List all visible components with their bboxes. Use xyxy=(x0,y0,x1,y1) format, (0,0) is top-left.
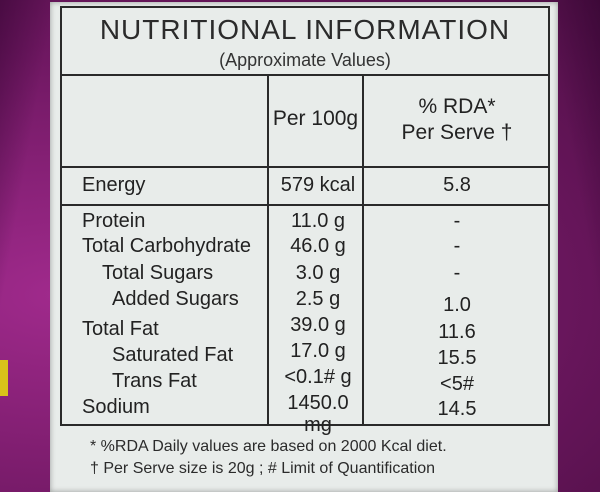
row-label-carbohydrate: Total Carbohydrate xyxy=(82,235,251,257)
row-rda-added-sugars: 1.0 xyxy=(443,294,471,316)
row-label-saturated-fat: Saturated Fat xyxy=(112,344,234,366)
package-stripe xyxy=(0,360,8,396)
row-label-energy: Energy xyxy=(82,174,146,196)
row-divider xyxy=(62,166,548,168)
row-rda-total-sugars: - xyxy=(453,262,461,284)
column-header-per100: Per 100g xyxy=(272,107,359,130)
column-header-rda-line1: % RDA* xyxy=(418,95,496,118)
footnote-serve-size: † Per Serve size is 20g ; # Limit of Qua… xyxy=(90,460,436,477)
title-box: NUTRITIONAL INFORMATION (Approximate Val… xyxy=(60,6,550,76)
row-rda-total-fat: 11.6 xyxy=(438,321,476,343)
row-rda-carbohydrate: - xyxy=(453,235,461,257)
row-label-total-sugars: Total Sugars xyxy=(102,262,214,284)
row-label-total-fat: Total Fat xyxy=(82,318,159,340)
page-title: NUTRITIONAL INFORMATION xyxy=(99,14,511,45)
column-header-rda-line2: Per Serve † xyxy=(401,121,513,144)
row-label-trans-fat: Trans Fat xyxy=(112,370,197,392)
row-label-protein: Protein xyxy=(82,210,146,232)
row-rda-protein: - xyxy=(453,210,461,232)
nutrition-table: Per 100g % RDA* Per Serve † Energy 579 k… xyxy=(60,76,550,436)
row-value-carbohydrate: 46.0 g xyxy=(290,235,346,257)
row-value-total-fat: 39.0 g xyxy=(290,314,346,336)
nutrition-label xyxy=(50,2,558,492)
page-subtitle: (Approximate Values) xyxy=(219,50,391,70)
row-value-protein: 11.0 g xyxy=(290,210,346,232)
row-rda-sodium: 14.5 xyxy=(437,398,477,420)
row-rda-saturated-fat: 15.5 xyxy=(437,347,477,369)
row-label-added-sugars: Added Sugars xyxy=(112,288,239,310)
row-divider xyxy=(62,204,548,206)
row-value-total-sugars: 3.0 g xyxy=(295,262,341,284)
row-value-trans-fat: <0.1# g xyxy=(284,366,352,388)
row-value-saturated-fat: 17.0 g xyxy=(290,340,346,362)
row-rda-trans-fat: <5# xyxy=(440,373,474,395)
row-value-sodium: 1450.0 mg xyxy=(287,392,349,436)
row-value-added-sugars: 2.5 g xyxy=(295,288,341,310)
row-label-sodium: Sodium xyxy=(82,396,150,418)
row-rda-energy: 5.8 xyxy=(443,174,471,196)
column-divider xyxy=(362,76,364,424)
footnote-rda: * %RDA Daily values are based on 2000 Kc… xyxy=(90,438,447,455)
column-divider xyxy=(267,76,269,424)
row-value-energy: 579 kcal xyxy=(280,174,356,196)
